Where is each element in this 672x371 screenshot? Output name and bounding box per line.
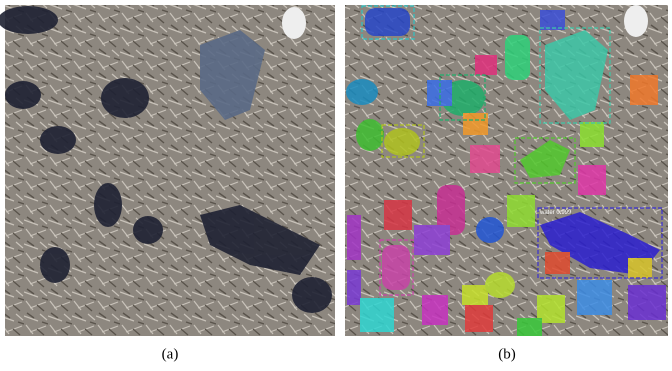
detection-label: water 0.999 (539, 210, 572, 216)
caption: (b) (498, 346, 516, 362)
panel-b: water 0.999 (345, 5, 668, 336)
photo (5, 5, 335, 336)
caption: (a) (162, 346, 179, 362)
panel-a (0, 5, 335, 336)
figure: water 0.999 (a) (b) (0, 0, 672, 371)
